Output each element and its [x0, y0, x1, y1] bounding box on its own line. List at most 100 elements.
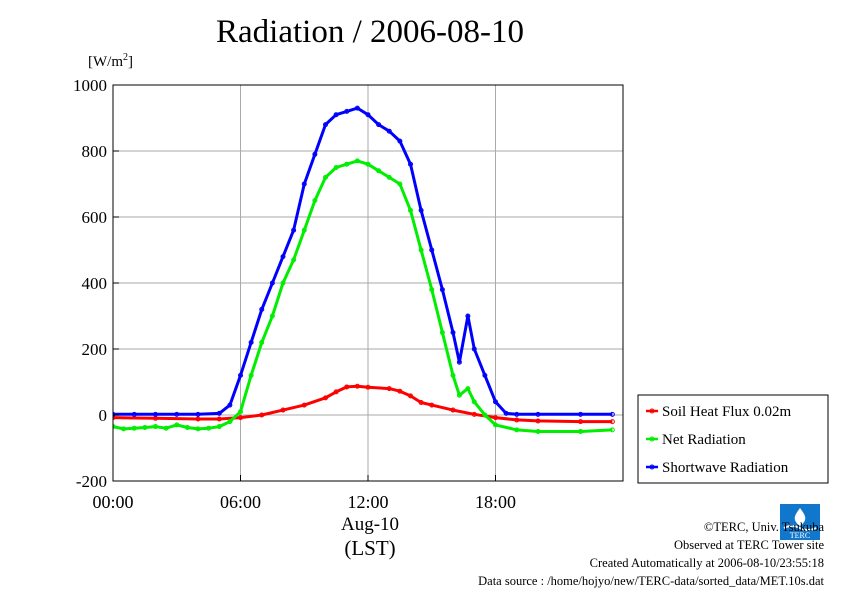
y-tick-label: 200: [82, 340, 108, 359]
unit-sup: 2: [123, 52, 128, 63]
soil-heat-flux-0-02m-point: [113, 415, 116, 421]
net-radiation-point: [291, 257, 297, 263]
soil-heat-flux-0-02m-point: [216, 416, 222, 422]
legend-label-soil-heat-flux-0-02m: Soil Heat Flux 0.02m: [662, 404, 792, 420]
shortwave-radiation-point: [450, 330, 456, 335]
soil-heat-flux-0-02m-point: [354, 383, 360, 389]
x-tick-label: 00:00: [92, 492, 133, 512]
shortwave-radiation-point: [514, 411, 520, 417]
shortwave-radiation-point: [397, 138, 403, 144]
soil-heat-flux-0-02m-point: [280, 407, 286, 413]
y-tick-label: 400: [82, 274, 108, 293]
net-radiation-point: [471, 399, 477, 405]
soil-heat-flux-0-02m-point: [344, 384, 350, 390]
shortwave-radiation-point: [465, 313, 471, 319]
net-radiation-point: [429, 287, 435, 293]
shortwave-radiation-point: [503, 410, 509, 416]
soil-heat-flux-0-02m-line: [113, 384, 613, 424]
credit-copyright: ©TERC, Univ. Tsukuba: [703, 520, 824, 534]
soil-heat-flux-0-02m-point: [333, 389, 339, 395]
x-tick-label: 12:00: [347, 492, 388, 512]
shortwave-radiation-point: [323, 122, 328, 128]
soil-heat-flux-0-02m-point: [386, 386, 392, 392]
net-radiation-point: [280, 280, 286, 286]
net-radiation-point: [397, 181, 403, 187]
shortwave-radiation-point: [439, 287, 445, 293]
soil-heat-flux-0-02m-point: [609, 419, 615, 425]
soil-heat-flux-0-02m-point: [535, 418, 541, 424]
x-tick-label: 06:00: [220, 492, 261, 512]
shortwave-radiation-point: [482, 372, 488, 378]
legend-label-shortwave-radiation: Shortwave Radiation: [662, 460, 789, 476]
legend-box: [637, 394, 829, 484]
soil-heat-flux-0-02m-point: [429, 402, 435, 408]
net-radiation-point: [113, 424, 116, 430]
soil-heat-flux-0-02m-point: [365, 384, 371, 390]
shortwave-radiation-point: [227, 402, 233, 408]
y-tick-labels: -200 0 200 400 600 800 1000: [73, 76, 119, 491]
net-radiation-point: [153, 424, 158, 430]
shortwave-radiation-point: [578, 411, 583, 417]
shortwave-radiation-point: [216, 410, 222, 416]
net-radiation-point: [578, 429, 583, 434]
net-radiation-point: [259, 339, 265, 345]
soil-heat-flux-0-02m-point: [418, 399, 424, 405]
shortwave-radiation-point: [418, 207, 424, 213]
soil-heat-flux-0-02m-point: [450, 407, 456, 413]
shortwave-radiation-point: [535, 411, 541, 417]
soil-heat-flux-0-02m-series: [113, 383, 615, 425]
net-radiation-series: [113, 158, 615, 434]
x-axis-label-date: Aug-10: [340, 514, 400, 535]
net-radiation-point: [493, 422, 498, 428]
shortwave-radiation-point: [269, 280, 275, 286]
unit-text: [W/m: [88, 54, 123, 70]
shortwave-radiation-point: [354, 105, 360, 111]
net-radiation-point: [482, 412, 488, 418]
net-radiation-point: [323, 174, 328, 180]
shortwave-radiation-point: [365, 112, 371, 118]
soil-heat-flux-0-02m-point: [471, 411, 477, 417]
net-radiation-point: [184, 425, 190, 431]
shortwave-radiation-point: [429, 247, 435, 253]
soil-heat-flux-0-02m-point: [301, 402, 307, 408]
y-tick-label: 600: [82, 208, 108, 227]
net-radiation-point: [609, 427, 615, 433]
y-tick-label: -200: [76, 472, 107, 491]
shortwave-radiation-point: [376, 122, 382, 128]
shortwave-radiation-point: [113, 411, 116, 417]
y-tick-label: 800: [82, 142, 108, 161]
credit-created: Created Automatically at 2006-08-10/23:5…: [589, 556, 824, 570]
net-radiation-point: [535, 429, 541, 434]
soil-heat-flux-0-02m-point: [408, 393, 413, 399]
soil-heat-flux-0-02m-point: [397, 388, 403, 394]
net-radiation-line: [113, 159, 613, 433]
net-radiation-point: [456, 392, 462, 398]
shortwave-radiation-point: [471, 346, 477, 352]
net-radiation-point: [131, 425, 137, 431]
legend-marker-net-radiation: [649, 436, 655, 442]
shortwave-radiation-point: [301, 181, 307, 187]
net-radiation-point: [450, 372, 456, 378]
legend-label-net-radiation: Net Radiation: [662, 432, 746, 448]
shortwave-radiation-point: [386, 128, 392, 134]
net-radiation-point: [121, 426, 127, 432]
shortwave-radiation-point: [259, 306, 265, 312]
net-radiation-point: [376, 168, 382, 174]
net-radiation-point: [174, 422, 180, 428]
shortwave-radiation-point: [131, 411, 137, 417]
shortwave-radiation-point: [280, 254, 286, 260]
soil-heat-flux-0-02m-point: [238, 415, 243, 421]
net-radiation-point: [333, 165, 339, 170]
shortwave-radiation-point: [195, 411, 201, 417]
net-radiation-point: [301, 227, 307, 233]
shortwave-radiation-point: [174, 411, 180, 417]
y-tick-label: 1000: [73, 76, 107, 95]
net-radiation-point: [514, 427, 520, 433]
net-radiation-point: [142, 425, 148, 431]
net-radiation-point: [269, 313, 275, 319]
logo-text: TERC: [790, 531, 810, 540]
soil-heat-flux-0-02m-point: [195, 416, 201, 422]
shortwave-radiation-point: [248, 339, 254, 345]
series-group: [113, 105, 615, 434]
